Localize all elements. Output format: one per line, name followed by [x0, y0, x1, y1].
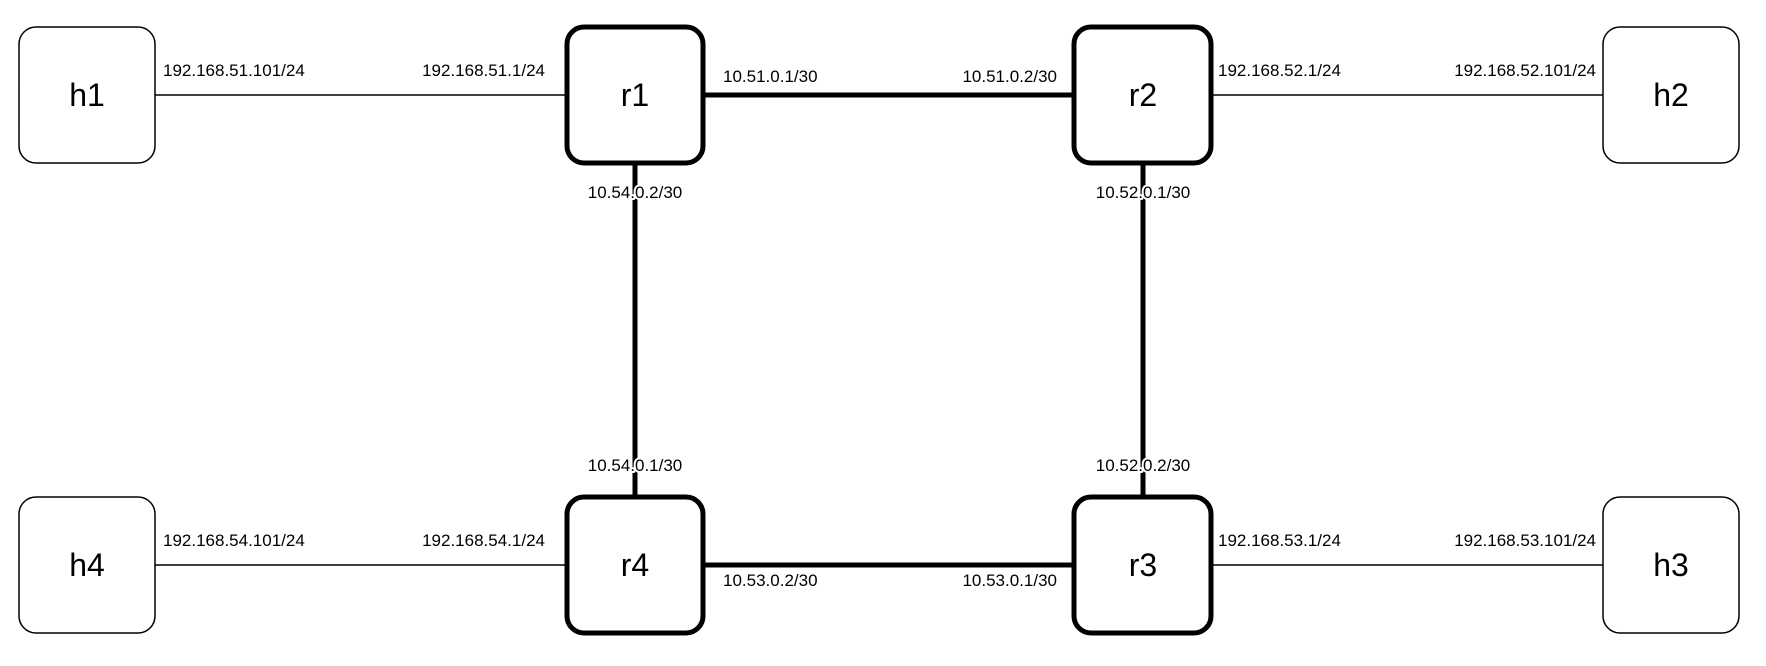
ip-r2-bottom: 10.52.0.1/30	[1096, 183, 1191, 202]
router-r2-label: r2	[1129, 77, 1157, 113]
ip-r3-left: 10.53.0.1/30	[962, 571, 1057, 590]
router-r4: r4	[564, 494, 706, 636]
router-r3-label: r3	[1129, 547, 1157, 583]
host-h1-label: h1	[69, 77, 105, 113]
ip-h2-top: 192.168.52.101/24	[1454, 61, 1596, 80]
ip-r3-top: 10.52.0.2/30	[1096, 456, 1191, 475]
ip-r2-left: 10.51.0.2/30	[962, 67, 1057, 86]
ip-r1-left: 192.168.51.1/24	[422, 61, 545, 80]
ip-r1-bottom: 10.54.0.2/30	[588, 183, 683, 202]
ip-r1-right: 10.51.0.1/30	[723, 67, 818, 86]
ip-h4-bottom: 192.168.54.101/24	[163, 531, 305, 550]
host-h2: h2	[1602, 26, 1740, 164]
host-h2-label: h2	[1653, 77, 1689, 113]
ip-r4-right: 10.53.0.2/30	[723, 571, 818, 590]
ip-h1-top: 192.168.51.101/24	[163, 61, 305, 80]
ip-h3-bottom: 192.168.53.101/24	[1454, 531, 1596, 550]
ip-r2-right: 192.168.52.1/24	[1218, 61, 1341, 80]
ip-r4-top: 10.54.0.1/30	[588, 456, 683, 475]
router-r1-label: r1	[621, 77, 649, 113]
router-r1: r1	[564, 24, 706, 166]
ip-r4-left: 192.168.54.1/24	[422, 531, 545, 550]
host-h4-label: h4	[69, 547, 105, 583]
router-r2: r2	[1071, 24, 1214, 166]
ip-r3-right: 192.168.53.1/24	[1218, 531, 1341, 550]
router-r4-label: r4	[621, 547, 649, 583]
host-h1: h1	[18, 26, 156, 164]
router-r3: r3	[1071, 494, 1214, 636]
host-h3-label: h3	[1653, 547, 1689, 583]
host-h4: h4	[18, 496, 156, 634]
host-h3: h3	[1602, 496, 1740, 634]
